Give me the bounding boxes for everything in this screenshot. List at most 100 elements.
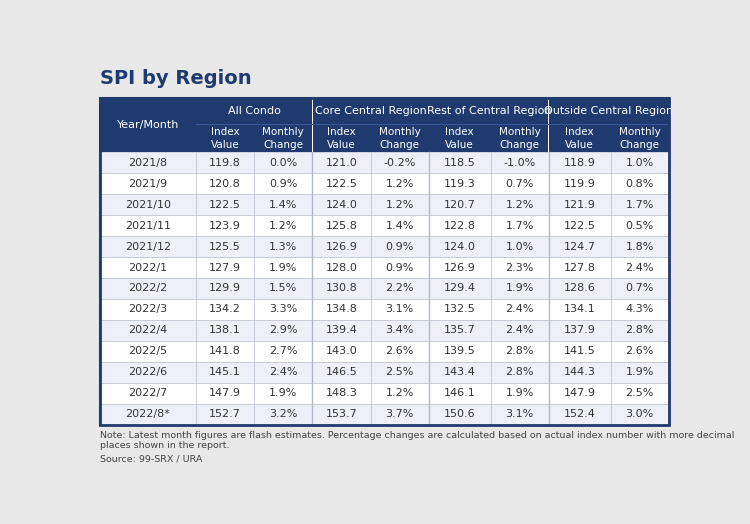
Bar: [313, 125, 370, 152]
Text: 129.9: 129.9: [209, 283, 241, 293]
Bar: [610, 257, 669, 278]
Bar: [549, 99, 669, 125]
Bar: [312, 99, 313, 152]
Bar: [100, 278, 196, 299]
Text: 2.4%: 2.4%: [506, 325, 534, 335]
Bar: [100, 99, 669, 425]
Bar: [370, 236, 429, 257]
Text: 1.0%: 1.0%: [626, 158, 654, 168]
Bar: [428, 99, 429, 152]
Bar: [254, 299, 313, 320]
Bar: [254, 125, 313, 152]
Bar: [370, 152, 429, 173]
Bar: [370, 173, 429, 194]
Bar: [254, 257, 313, 278]
Bar: [429, 125, 490, 152]
Bar: [429, 152, 490, 173]
Text: 152.7: 152.7: [209, 409, 241, 419]
Bar: [549, 173, 610, 194]
Text: 1.2%: 1.2%: [386, 200, 414, 210]
Bar: [370, 257, 429, 278]
Text: 0.9%: 0.9%: [386, 242, 414, 252]
Text: 3.4%: 3.4%: [386, 325, 414, 335]
Bar: [370, 341, 429, 362]
Bar: [490, 215, 549, 236]
Bar: [196, 194, 254, 215]
Bar: [549, 383, 610, 404]
Bar: [100, 341, 196, 362]
Text: 139.4: 139.4: [326, 325, 358, 335]
Bar: [490, 320, 549, 341]
Text: 119.3: 119.3: [444, 179, 476, 189]
Text: 2021/9: 2021/9: [128, 179, 167, 189]
Bar: [610, 278, 669, 299]
Text: 0.9%: 0.9%: [269, 179, 298, 189]
Bar: [254, 236, 313, 257]
Bar: [610, 215, 669, 236]
Bar: [490, 341, 549, 362]
Text: 4.3%: 4.3%: [626, 304, 654, 314]
Text: 122.8: 122.8: [444, 221, 476, 231]
Text: 148.3: 148.3: [326, 388, 358, 398]
Bar: [429, 173, 490, 194]
Bar: [254, 362, 313, 383]
Text: 2021/8: 2021/8: [128, 158, 167, 168]
Text: 139.5: 139.5: [444, 346, 476, 356]
Bar: [100, 215, 196, 236]
Bar: [549, 362, 610, 383]
Text: 1.9%: 1.9%: [269, 388, 298, 398]
Bar: [196, 299, 254, 320]
Bar: [429, 320, 490, 341]
Text: -0.2%: -0.2%: [383, 158, 416, 168]
Text: 2.8%: 2.8%: [506, 367, 534, 377]
Bar: [490, 173, 549, 194]
Text: Index
Value: Index Value: [327, 127, 356, 149]
Bar: [549, 194, 610, 215]
Text: SPI by Region: SPI by Region: [100, 69, 251, 88]
Bar: [370, 404, 429, 425]
Text: 127.8: 127.8: [564, 263, 596, 272]
Text: 124.7: 124.7: [564, 242, 596, 252]
Bar: [610, 173, 669, 194]
Bar: [610, 194, 669, 215]
Text: Outside Central Region: Outside Central Region: [544, 106, 674, 116]
Bar: [196, 236, 254, 257]
Text: All Condo: All Condo: [228, 106, 280, 116]
Text: 2.9%: 2.9%: [269, 325, 298, 335]
Bar: [100, 152, 196, 173]
Bar: [254, 173, 313, 194]
Text: Monthly
Change: Monthly Change: [379, 127, 421, 149]
Bar: [196, 124, 313, 125]
Bar: [610, 362, 669, 383]
Text: 132.5: 132.5: [444, 304, 476, 314]
Bar: [313, 99, 429, 125]
Bar: [254, 194, 313, 215]
Text: 121.0: 121.0: [326, 158, 358, 168]
Text: 2022/6: 2022/6: [128, 367, 167, 377]
Text: Monthly
Change: Monthly Change: [619, 127, 661, 149]
Bar: [370, 383, 429, 404]
Bar: [610, 236, 669, 257]
Text: 2.5%: 2.5%: [626, 388, 654, 398]
Text: Year/Month: Year/Month: [117, 120, 179, 130]
Bar: [549, 299, 610, 320]
Text: 2.6%: 2.6%: [626, 346, 654, 356]
Text: 2021/12: 2021/12: [124, 242, 171, 252]
Bar: [254, 278, 313, 299]
Text: 119.8: 119.8: [209, 158, 241, 168]
Bar: [490, 125, 549, 152]
Bar: [254, 404, 313, 425]
Bar: [100, 320, 196, 341]
Text: 2021/10: 2021/10: [125, 200, 171, 210]
Text: 143.0: 143.0: [326, 346, 358, 356]
Bar: [549, 152, 610, 173]
Bar: [100, 383, 196, 404]
Text: 2022/8*: 2022/8*: [125, 409, 170, 419]
Text: 134.1: 134.1: [564, 304, 596, 314]
Bar: [549, 278, 610, 299]
Bar: [429, 362, 490, 383]
Bar: [254, 341, 313, 362]
Text: 118.9: 118.9: [564, 158, 596, 168]
Text: 146.1: 146.1: [444, 388, 476, 398]
Bar: [370, 125, 429, 152]
